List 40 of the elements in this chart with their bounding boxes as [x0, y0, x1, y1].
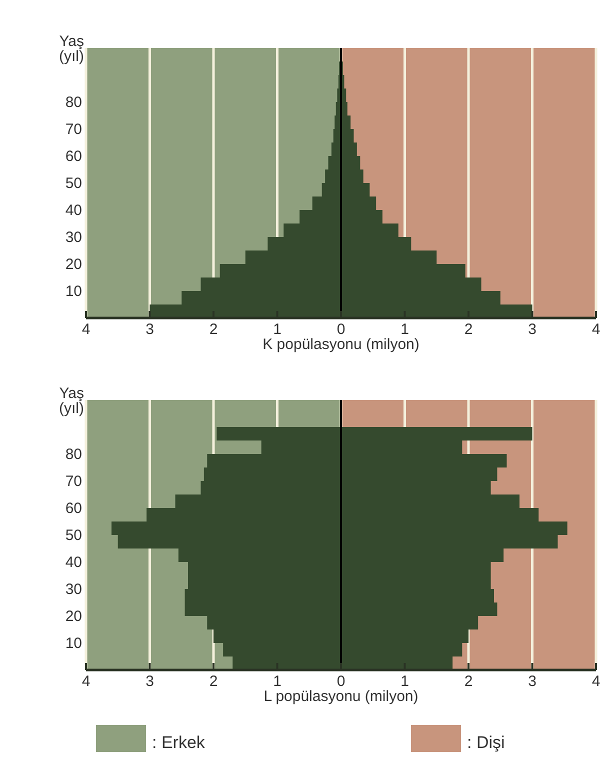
y-axis-title: Yaş (yıl) — [59, 385, 84, 417]
x-tick-label: 1 — [400, 321, 409, 338]
legend-label: : Dişi — [467, 733, 505, 752]
x-tick-label: 4 — [82, 321, 90, 338]
x-tick-label: 2 — [209, 321, 218, 338]
y-tick-label: 40 — [65, 202, 82, 219]
x-tick-label: 2 — [209, 673, 218, 690]
x-tick-label: 1 — [400, 673, 409, 690]
x-tick-label: 4 — [82, 673, 90, 690]
y-tick-label: 40 — [65, 554, 82, 571]
y-axis-title: Yaş (yıl) — [59, 33, 84, 65]
y-tick-label: 80 — [65, 446, 82, 463]
y-tick-label: 50 — [65, 527, 82, 544]
y-tick-label: 10 — [65, 635, 82, 652]
x-axis-title: K popülasyonu (milyon) — [262, 336, 420, 353]
legend-label: : Erkek — [152, 733, 206, 752]
x-axis-title: L popülasyonu (milyon) — [264, 688, 418, 705]
y-tick-label: 20 — [65, 256, 82, 273]
y-tick-label: 10 — [65, 283, 82, 300]
x-tick-label: 1 — [273, 321, 282, 338]
y-tick-label: 60 — [65, 148, 82, 165]
y-tick-label: 70 — [65, 473, 82, 490]
y-tick-label: 60 — [65, 500, 82, 517]
x-tick-label: 4 — [592, 673, 600, 690]
x-tick-label: 2 — [464, 321, 473, 338]
y-tick-label: 50 — [65, 175, 82, 192]
y-tick-label: 20 — [65, 608, 82, 625]
x-tick-label: 0 — [336, 673, 346, 690]
x-tick-label: 3 — [528, 673, 536, 690]
y-tick-label: 80 — [65, 94, 82, 111]
x-tick-label: 0 — [336, 321, 346, 338]
x-tick-label: 3 — [146, 321, 154, 338]
y-tick-label: 30 — [65, 229, 82, 246]
x-tick-label: 3 — [528, 321, 536, 338]
y-tick-label: 70 — [65, 121, 82, 138]
x-tick-label: 2 — [464, 673, 473, 690]
x-tick-label: 1 — [273, 673, 282, 690]
x-tick-label: 3 — [146, 673, 154, 690]
x-tick-label: 4 — [592, 321, 600, 338]
y-tick-label: 30 — [65, 581, 82, 598]
